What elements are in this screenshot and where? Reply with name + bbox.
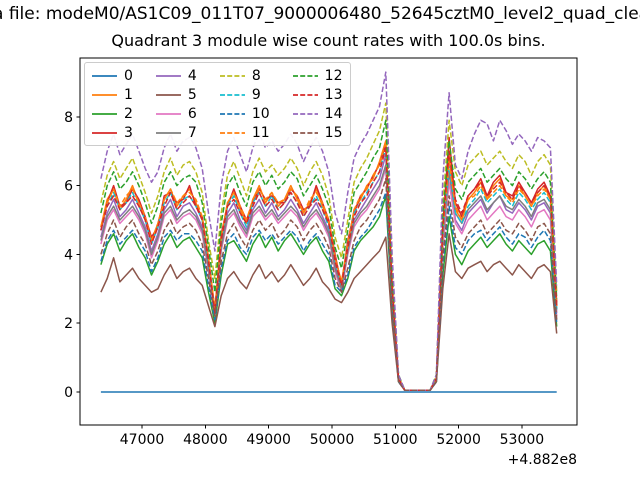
legend-item-label: 4 bbox=[187, 67, 197, 84]
legend-item-2: 2 bbox=[92, 107, 133, 121]
series-line-14 bbox=[100, 71, 558, 392]
series-line-15 bbox=[100, 177, 558, 392]
legend-item-label: 11 bbox=[251, 124, 270, 141]
x-tick-label: 50000 bbox=[310, 432, 355, 448]
legend-item-label: 1 bbox=[124, 86, 133, 103]
legend-line-sample bbox=[155, 93, 181, 96]
legend-item-label: 10 bbox=[251, 105, 270, 122]
series-line-10 bbox=[100, 191, 558, 392]
legend-item-5: 5 bbox=[155, 86, 197, 103]
legend-item-label: 15 bbox=[324, 124, 343, 141]
legend: 0 1 2 3 4 5 6 7 8 9 10 11 12 13 14 15 bbox=[84, 62, 351, 146]
legend-item-1: 1 bbox=[92, 88, 133, 102]
series-line-8 bbox=[100, 102, 558, 392]
legend-line-sample bbox=[92, 93, 117, 96]
legend-item-label: 7 bbox=[187, 124, 197, 141]
legend-line-sample bbox=[155, 131, 181, 134]
legend-line-sample bbox=[292, 74, 318, 77]
legend-item-10: 10 bbox=[219, 105, 270, 122]
legend-item-4: 4 bbox=[155, 67, 197, 84]
legend-line-sample bbox=[155, 74, 181, 77]
y-tick-label: 2 bbox=[64, 316, 73, 332]
legend-item-label: 0 bbox=[124, 67, 133, 84]
legend-item-9: 9 bbox=[219, 86, 270, 103]
y-tick-label: 8 bbox=[64, 110, 73, 126]
legend-item-12: 12 bbox=[292, 67, 343, 84]
series-line-5 bbox=[100, 233, 558, 392]
x-tick-label: 48000 bbox=[183, 432, 228, 448]
legend-line-sample bbox=[92, 131, 117, 134]
figure-title-partial: a file: modeM0/AS1C09_011T07_9000006480_… bbox=[0, 4, 640, 24]
legend-line-sample bbox=[155, 112, 181, 115]
legend-item-7: 7 bbox=[155, 124, 197, 141]
series-line-12 bbox=[100, 119, 558, 392]
x-tick-label: 53000 bbox=[500, 432, 545, 448]
legend-item-11: 11 bbox=[219, 124, 270, 141]
series-line-13 bbox=[100, 147, 558, 392]
legend-item-label: 2 bbox=[124, 105, 133, 122]
axes-frame bbox=[79, 57, 578, 426]
y-tick-label: 4 bbox=[64, 247, 73, 263]
legend-item-3: 3 bbox=[92, 126, 133, 140]
legend-line-sample bbox=[292, 131, 318, 134]
legend-item-13: 13 bbox=[292, 86, 343, 103]
x-tick-label: 52000 bbox=[436, 432, 481, 448]
legend-item-label: 14 bbox=[324, 105, 343, 122]
legend-line-sample bbox=[92, 74, 117, 77]
y-tick-label: 6 bbox=[64, 179, 73, 195]
x-tick-label: 49000 bbox=[246, 432, 291, 448]
legend-item-15: 15 bbox=[292, 124, 343, 141]
legend-line-sample bbox=[92, 112, 117, 115]
legend-item-label: 3 bbox=[124, 124, 133, 141]
series-line-11 bbox=[100, 140, 558, 392]
legend-item-label: 8 bbox=[251, 67, 261, 84]
series-line-2 bbox=[100, 195, 558, 392]
legend-line-sample bbox=[292, 112, 318, 115]
legend-line-sample bbox=[219, 131, 245, 134]
y-tick-label: 0 bbox=[64, 385, 73, 401]
legend-item-8: 8 bbox=[219, 67, 270, 84]
x-axis-offset-label: +4.882e8 bbox=[508, 452, 577, 468]
legend-item-14: 14 bbox=[292, 105, 343, 122]
x-tick-label: 47000 bbox=[120, 432, 165, 448]
legend-line-sample bbox=[219, 74, 245, 77]
axes-title: Quadrant 3 module wise count rates with … bbox=[111, 31, 546, 50]
legend-item-6: 6 bbox=[155, 105, 197, 122]
series-line-9 bbox=[100, 147, 558, 392]
legend-item-label: 13 bbox=[324, 86, 343, 103]
legend-line-sample bbox=[219, 112, 245, 115]
legend-item-label: 12 bbox=[324, 67, 343, 84]
legend-line-sample bbox=[219, 93, 245, 96]
legend-item-label: 9 bbox=[251, 86, 261, 103]
legend-item-label: 6 bbox=[187, 105, 197, 122]
legend-item-0: 0 bbox=[92, 69, 133, 83]
series-line-7 bbox=[100, 164, 558, 392]
legend-line-sample bbox=[292, 93, 318, 96]
x-tick-label: 51000 bbox=[373, 432, 418, 448]
legend-item-label: 5 bbox=[187, 86, 197, 103]
